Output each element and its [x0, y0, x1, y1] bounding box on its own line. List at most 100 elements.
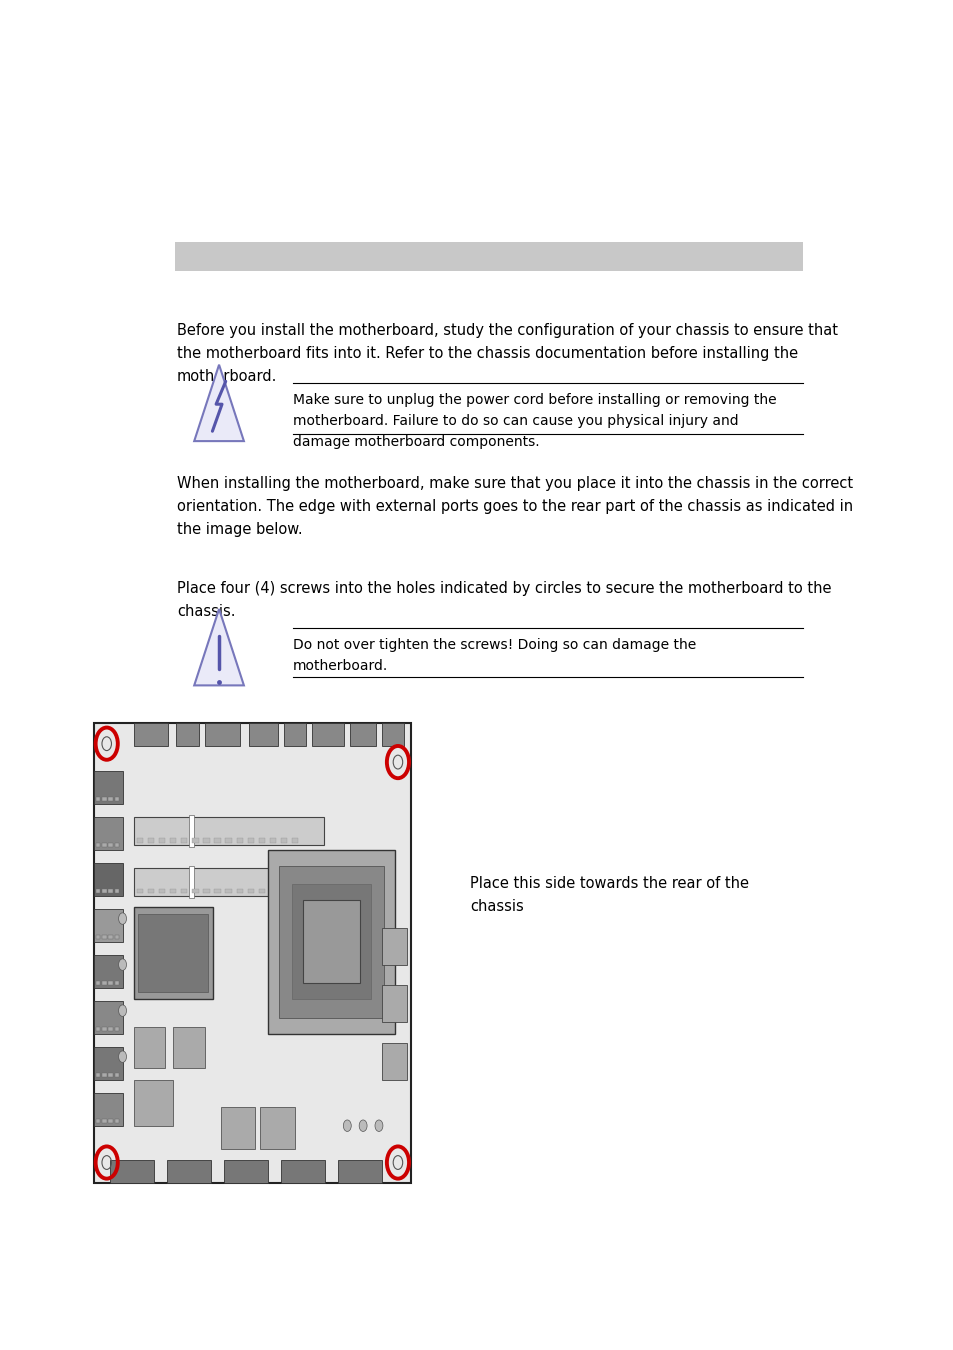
FancyBboxPatch shape — [102, 1073, 107, 1077]
FancyBboxPatch shape — [350, 724, 375, 747]
FancyBboxPatch shape — [95, 888, 100, 894]
FancyBboxPatch shape — [102, 796, 107, 801]
FancyBboxPatch shape — [95, 842, 100, 848]
Circle shape — [118, 1050, 127, 1062]
FancyBboxPatch shape — [133, 907, 213, 999]
FancyBboxPatch shape — [313, 724, 344, 747]
FancyBboxPatch shape — [279, 865, 383, 1018]
FancyBboxPatch shape — [114, 1073, 119, 1077]
FancyBboxPatch shape — [102, 934, 107, 940]
FancyBboxPatch shape — [109, 842, 112, 848]
FancyBboxPatch shape — [94, 771, 122, 803]
FancyBboxPatch shape — [284, 724, 306, 747]
FancyBboxPatch shape — [292, 884, 371, 999]
FancyBboxPatch shape — [167, 1160, 211, 1183]
FancyBboxPatch shape — [173, 1027, 205, 1068]
FancyBboxPatch shape — [109, 1073, 112, 1077]
FancyBboxPatch shape — [205, 724, 239, 747]
FancyBboxPatch shape — [382, 724, 404, 747]
FancyBboxPatch shape — [95, 796, 100, 801]
FancyBboxPatch shape — [214, 838, 220, 842]
FancyBboxPatch shape — [224, 1160, 268, 1183]
FancyBboxPatch shape — [102, 842, 107, 848]
FancyBboxPatch shape — [102, 888, 107, 894]
FancyBboxPatch shape — [109, 1119, 112, 1123]
FancyBboxPatch shape — [337, 1160, 382, 1183]
FancyBboxPatch shape — [109, 980, 112, 986]
FancyBboxPatch shape — [292, 888, 298, 894]
Circle shape — [118, 913, 127, 925]
FancyBboxPatch shape — [258, 838, 265, 842]
FancyBboxPatch shape — [260, 1107, 294, 1149]
FancyBboxPatch shape — [382, 986, 407, 1022]
FancyBboxPatch shape — [109, 1027, 112, 1031]
Text: Make sure to unplug the power cord before installing or removing the
motherboard: Make sure to unplug the power cord befor… — [293, 393, 776, 450]
FancyBboxPatch shape — [94, 910, 122, 941]
FancyBboxPatch shape — [110, 1160, 154, 1183]
FancyBboxPatch shape — [280, 838, 287, 842]
FancyBboxPatch shape — [95, 1119, 100, 1123]
Text: Do not over tighten the screws! Doing so can damage the
motherboard.: Do not over tighten the screws! Doing so… — [293, 639, 696, 674]
FancyBboxPatch shape — [181, 888, 187, 894]
FancyBboxPatch shape — [181, 838, 187, 842]
FancyBboxPatch shape — [268, 849, 395, 1034]
FancyBboxPatch shape — [203, 838, 210, 842]
FancyBboxPatch shape — [114, 934, 119, 940]
FancyBboxPatch shape — [382, 1042, 407, 1080]
FancyBboxPatch shape — [133, 724, 169, 747]
Circle shape — [118, 958, 127, 971]
FancyBboxPatch shape — [258, 888, 265, 894]
Text: Place four (4) screws into the holes indicated by circles to secure the motherbo: Place four (4) screws into the holes ind… — [176, 580, 831, 618]
FancyBboxPatch shape — [114, 1027, 119, 1031]
Polygon shape — [194, 609, 244, 686]
Circle shape — [375, 1120, 382, 1131]
FancyBboxPatch shape — [102, 1119, 107, 1123]
FancyBboxPatch shape — [138, 914, 208, 992]
FancyBboxPatch shape — [303, 900, 359, 983]
FancyBboxPatch shape — [174, 242, 802, 271]
FancyBboxPatch shape — [94, 1094, 122, 1126]
FancyBboxPatch shape — [94, 864, 122, 895]
FancyBboxPatch shape — [94, 724, 410, 1183]
FancyBboxPatch shape — [292, 838, 298, 842]
FancyBboxPatch shape — [220, 1107, 255, 1149]
FancyBboxPatch shape — [95, 980, 100, 986]
FancyBboxPatch shape — [109, 888, 112, 894]
FancyBboxPatch shape — [248, 838, 253, 842]
FancyBboxPatch shape — [114, 888, 119, 894]
FancyBboxPatch shape — [102, 1027, 107, 1031]
FancyBboxPatch shape — [236, 888, 243, 894]
FancyBboxPatch shape — [170, 838, 176, 842]
FancyBboxPatch shape — [192, 888, 198, 894]
Circle shape — [343, 1120, 351, 1131]
FancyBboxPatch shape — [95, 934, 100, 940]
FancyBboxPatch shape — [148, 888, 154, 894]
FancyBboxPatch shape — [114, 1119, 119, 1123]
FancyBboxPatch shape — [170, 888, 176, 894]
FancyBboxPatch shape — [114, 842, 119, 848]
FancyBboxPatch shape — [189, 865, 193, 898]
FancyBboxPatch shape — [102, 980, 107, 986]
FancyBboxPatch shape — [109, 934, 112, 940]
FancyBboxPatch shape — [133, 1027, 165, 1068]
Polygon shape — [194, 364, 244, 441]
FancyBboxPatch shape — [280, 1160, 325, 1183]
FancyBboxPatch shape — [95, 1027, 100, 1031]
FancyBboxPatch shape — [280, 888, 287, 894]
FancyBboxPatch shape — [109, 796, 112, 801]
Text: Place this side towards the rear of the
chassis: Place this side towards the rear of the … — [470, 876, 749, 914]
Text: Before you install the motherboard, study the configuration of your chassis to e: Before you install the motherboard, stud… — [176, 323, 837, 383]
FancyBboxPatch shape — [189, 815, 193, 848]
FancyBboxPatch shape — [94, 1048, 122, 1080]
FancyBboxPatch shape — [248, 888, 253, 894]
FancyBboxPatch shape — [94, 817, 122, 849]
FancyBboxPatch shape — [114, 796, 119, 801]
FancyBboxPatch shape — [136, 888, 143, 894]
Circle shape — [118, 1004, 127, 1017]
FancyBboxPatch shape — [114, 980, 119, 986]
FancyBboxPatch shape — [249, 724, 277, 747]
FancyBboxPatch shape — [203, 888, 210, 894]
FancyBboxPatch shape — [192, 838, 198, 842]
FancyBboxPatch shape — [95, 1073, 100, 1077]
FancyBboxPatch shape — [225, 888, 232, 894]
